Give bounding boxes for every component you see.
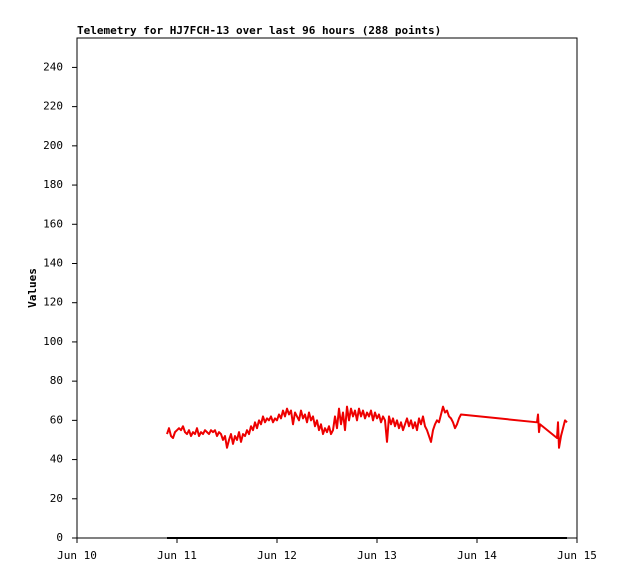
y-tick-label: 160 bbox=[43, 217, 63, 230]
y-tick-label: 100 bbox=[43, 335, 63, 348]
chart-title: Telemetry for HJ7FCH-13 over last 96 hou… bbox=[77, 24, 441, 37]
series-line bbox=[166, 405, 568, 449]
y-tick-label: 180 bbox=[43, 178, 63, 191]
y-axis-label: Values bbox=[26, 268, 39, 308]
x-tick-label: Jun 14 bbox=[457, 549, 497, 562]
y-tick-label: 80 bbox=[50, 374, 63, 387]
y-tick-label: 40 bbox=[50, 453, 63, 466]
y-tick-label: 140 bbox=[43, 256, 63, 269]
y-tick-label: 220 bbox=[43, 100, 63, 113]
y-tick-label: 0 bbox=[56, 531, 63, 544]
y-tick-label: 240 bbox=[43, 60, 63, 73]
x-tick-label: Jun 11 bbox=[157, 549, 197, 562]
x-tick-label: Jun 13 bbox=[357, 549, 397, 562]
x-tick-label: Jun 10 bbox=[57, 549, 97, 562]
y-tick-label: 20 bbox=[50, 492, 63, 505]
plot-frame bbox=[76, 37, 578, 539]
y-tick-label: 200 bbox=[43, 139, 63, 152]
x-tick-label: Jun 15 bbox=[557, 549, 597, 562]
x-tick-label: Jun 12 bbox=[257, 549, 297, 562]
y-tick-label: 120 bbox=[43, 296, 63, 309]
y-tick-label: 60 bbox=[50, 413, 63, 426]
